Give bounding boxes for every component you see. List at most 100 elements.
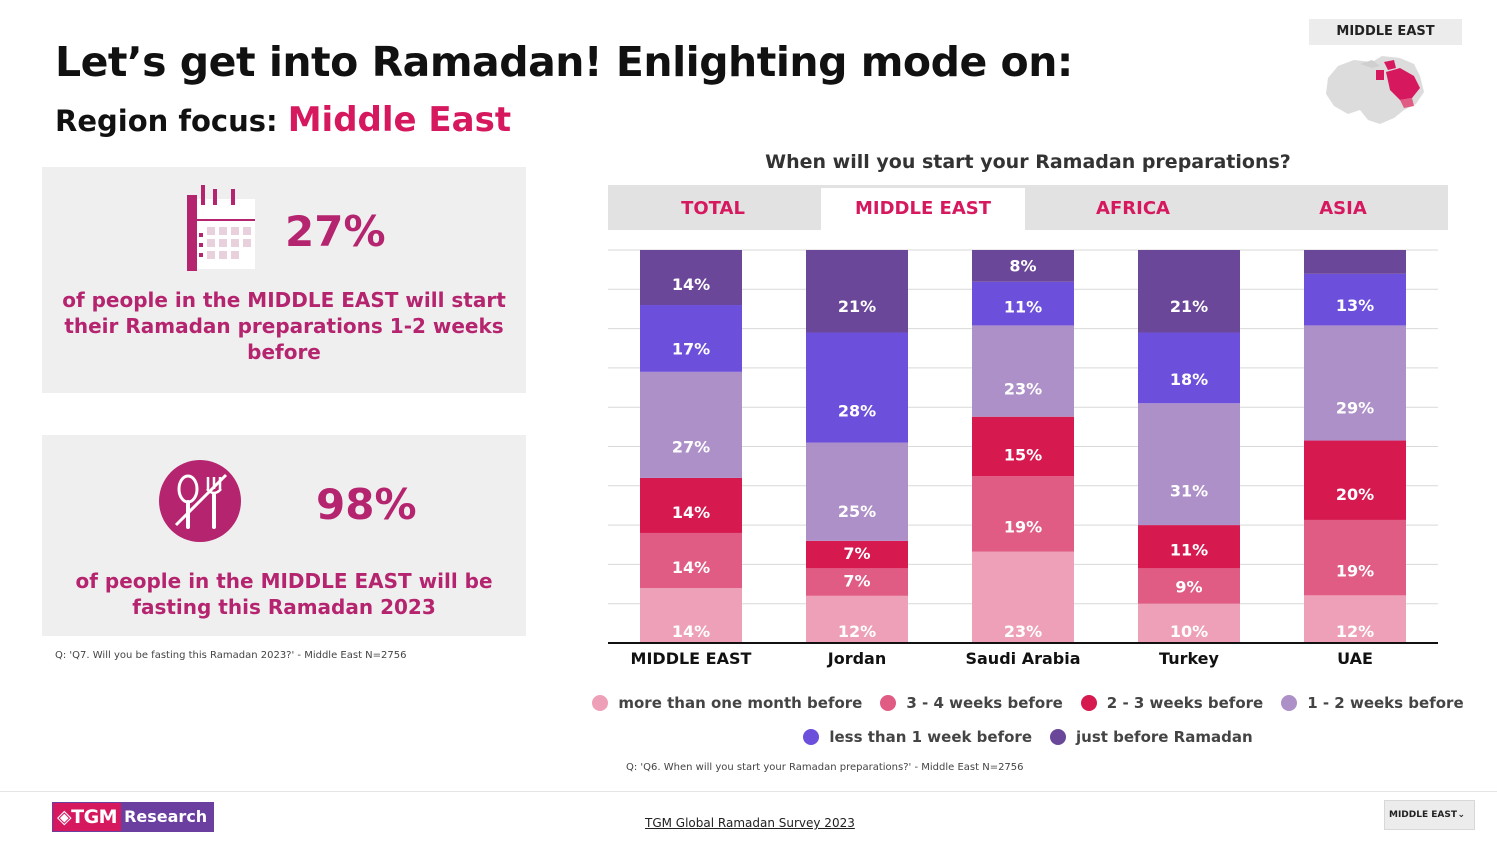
category-label: Turkey <box>1159 649 1220 668</box>
data-label: 21% <box>838 297 876 316</box>
data-label: 23% <box>1004 622 1042 641</box>
middle-east-map-icon <box>1320 48 1430 132</box>
bar-segment <box>806 250 908 333</box>
category-label: UAE <box>1337 649 1373 668</box>
fasting-stat-card: 98% of people in the MIDDLE EAST will be… <box>42 435 526 636</box>
bar-segment <box>806 442 908 541</box>
legend-swatch <box>803 729 820 745</box>
bar-segment <box>640 477 742 533</box>
data-label: 14% <box>672 622 710 641</box>
data-label: 21% <box>1170 297 1208 316</box>
data-label: 9% <box>1175 578 1202 597</box>
bar-segment <box>806 332 908 443</box>
data-label: 7% <box>843 571 870 590</box>
bar-segment <box>972 281 1074 326</box>
fasting-description: of people in the MIDDLE EAST will be fas… <box>75 569 493 619</box>
bar-segment <box>1138 250 1240 333</box>
legend-swatch <box>1050 729 1066 745</box>
legend-item: more than one month before <box>592 694 862 712</box>
legend-item: 3 - 4 weeks before <box>880 694 1063 712</box>
data-label: 18% <box>1170 370 1208 389</box>
bar-segment <box>972 325 1074 417</box>
legend-item: 1 - 2 weeks before <box>1281 694 1464 712</box>
legend-swatch <box>1281 695 1298 711</box>
bar-segment <box>972 250 1074 282</box>
bar-segment <box>640 587 742 643</box>
preparation-stat-card: 27% of people in the MIDDLE EAST will st… <box>42 167 526 393</box>
chart-question-note: Q: 'Q6. When will you start your Ramadan… <box>626 762 1024 773</box>
page-title: Let’s get into Ramadan! Enlighting mode … <box>55 38 1073 86</box>
data-label: 25% <box>838 502 876 521</box>
legend-swatch <box>592 695 609 711</box>
data-label: 27% <box>672 438 710 457</box>
chart-title: When will you start your Ramadan prepara… <box>765 151 1291 173</box>
region-dropdown[interactable]: MIDDLE EAST ⌄ <box>1384 800 1475 830</box>
logo-left: ◈TGM <box>53 803 122 831</box>
legend-label: less than 1 week before <box>829 728 1032 746</box>
bar-segment <box>972 416 1074 477</box>
data-label: 14% <box>672 503 710 522</box>
data-label: 20% <box>1336 485 1374 504</box>
category-label: Saudi Arabia <box>965 649 1080 668</box>
bar-segment <box>640 532 742 588</box>
no-eating-icon <box>158 459 242 547</box>
data-label: 11% <box>1004 298 1042 317</box>
data-label: 17% <box>672 339 710 358</box>
bar-segment <box>1304 325 1406 441</box>
tab-asia[interactable]: ASIA <box>1319 198 1367 219</box>
bar-segment <box>1138 603 1240 643</box>
legend-item: just before Ramadan <box>1050 728 1253 746</box>
bar-segment <box>972 551 1074 643</box>
region-focus-value: Middle East <box>287 100 512 140</box>
data-label: 29% <box>1336 399 1374 418</box>
fasting-question-note: Q: 'Q7. Will you be fasting this Ramadan… <box>55 650 407 661</box>
region-tabs: TOTAL MIDDLE EAST AFRICA ASIA <box>608 185 1448 230</box>
bar-segment <box>1138 332 1240 404</box>
chevron-down-icon: ⌄ <box>1457 810 1465 820</box>
bar-segment <box>640 250 742 306</box>
legend-label: more than one month before <box>618 694 863 712</box>
legend-item: 2 - 3 weeks before <box>1080 694 1263 712</box>
legend-label: just before Ramadan <box>1076 728 1253 746</box>
bar-segment <box>806 568 908 596</box>
legend-swatch <box>1080 695 1097 711</box>
bar-segment <box>1304 440 1406 520</box>
legend-label: 1 - 2 weeks before <box>1307 694 1464 712</box>
legend-row: more than one month before 3 - 4 weeks be… <box>592 694 1464 712</box>
bar-segment <box>640 305 742 372</box>
data-label: 8% <box>1009 256 1036 275</box>
preparation-description: of people in the MIDDLE EAST will start … <box>62 288 506 364</box>
bar-segment <box>806 540 908 569</box>
bar-segment <box>640 371 742 478</box>
data-label: 28% <box>838 402 876 421</box>
bar-segment <box>1304 595 1406 643</box>
data-label: 12% <box>1336 622 1374 641</box>
bar-segment <box>1138 403 1240 526</box>
region-dropdown-value: MIDDLE EAST <box>1389 810 1457 820</box>
region-badge: MIDDLE EAST <box>1309 19 1462 45</box>
preparation-percent: 27% <box>285 207 386 256</box>
bar-segment <box>1304 250 1406 274</box>
data-label: 10% <box>1170 622 1208 641</box>
data-label: 19% <box>1004 518 1042 537</box>
legend-row: less than 1 week before just before Ramad… <box>608 728 1448 746</box>
survey-link[interactable]: TGM Global Ramadan Survey 2023 <box>645 816 855 830</box>
tab-middle-east[interactable]: MIDDLE EAST <box>821 188 1025 230</box>
legend-swatch <box>880 695 897 711</box>
region-focus-prefix: Region focus: <box>55 104 288 138</box>
category-label: MIDDLE EAST <box>631 649 752 668</box>
bar-segment <box>1304 273 1406 326</box>
bar-segment <box>1138 568 1240 604</box>
tab-total[interactable]: TOTAL <box>681 198 745 219</box>
category-label: Jordan <box>827 649 886 668</box>
bar-segment <box>806 595 908 643</box>
data-label: 11% <box>1170 541 1208 560</box>
bar-segment <box>972 476 1074 552</box>
bar-segment <box>1138 525 1240 569</box>
data-label: 15% <box>1004 445 1042 464</box>
region-focus: Region focus: Middle East <box>55 100 511 140</box>
bar-segment <box>1304 519 1406 596</box>
tab-africa[interactable]: AFRICA <box>1096 198 1170 219</box>
footer-divider <box>0 791 1497 792</box>
calendar-icon <box>187 185 259 275</box>
